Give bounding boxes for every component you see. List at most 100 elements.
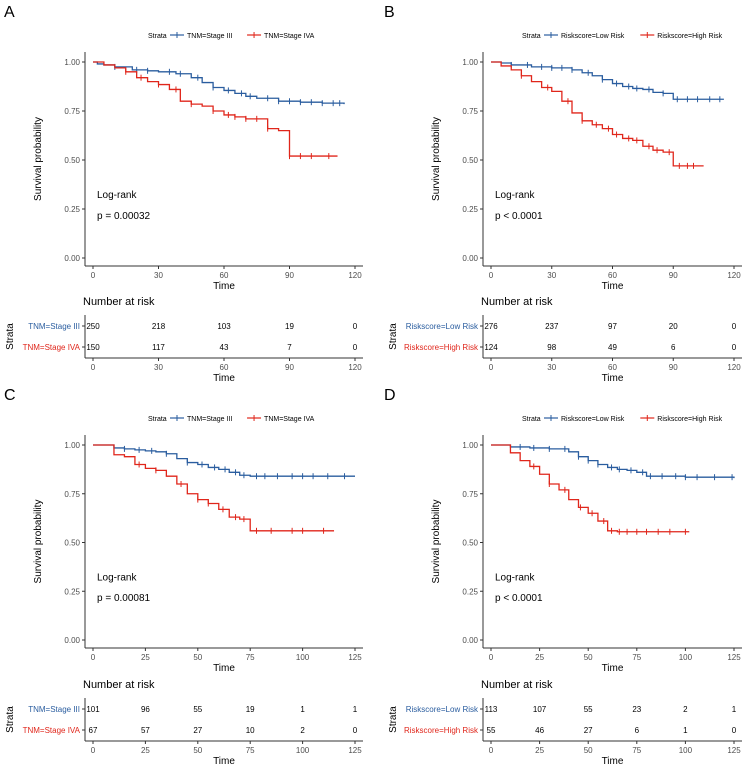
y-axis-title: Survival probability [431, 117, 442, 201]
legend: Strata Riskscore=Low Risk Riskscore=High R… [522, 415, 723, 423]
risk-x-tick-label: 0 [91, 746, 96, 755]
risk-x-tick-label: 60 [608, 363, 617, 372]
risk-count: 1 [353, 705, 358, 714]
x-tick-label: 30 [154, 271, 163, 280]
y-tick-label: 0.00 [462, 254, 478, 263]
x-tick-label: 125 [348, 653, 362, 662]
y-tick-label: 1.00 [462, 58, 478, 67]
risk-count: 1 [683, 726, 688, 735]
risk-table-title: Number at risk [83, 679, 155, 691]
risk-table-title: Number at risk [83, 296, 155, 308]
x-tick-label: 0 [91, 271, 96, 280]
risk-count: 6 [671, 343, 676, 352]
risk-count: 55 [487, 726, 496, 735]
risk-count: 27 [193, 726, 202, 735]
risk-count: 101 [86, 705, 100, 714]
risk-row-label: TNM=Stage IVA [23, 343, 81, 352]
x-tick-label: 75 [246, 653, 255, 662]
x-tick-label: 25 [141, 653, 150, 662]
x-tick-label: 90 [669, 271, 678, 280]
legend: Strata Riskscore=Low Risk Riskscore=High R… [522, 32, 723, 40]
risk-count: 0 [732, 726, 737, 735]
x-axis-title: Time [213, 281, 235, 292]
risk-count: 23 [632, 705, 641, 714]
x-tick-label: 0 [91, 653, 96, 662]
risk-table: Number at risk TNM=Stage III 250 218 103 19 0 T… [5, 296, 363, 384]
legend-title: Strata [522, 33, 541, 40]
risk-y-axis-title: Strata [5, 323, 16, 350]
risk-count: 20 [669, 322, 678, 331]
x-tick-label: 60 [608, 271, 617, 280]
panel-d: D Strata Riskscore=Low Risk Riskscore=High … [384, 387, 742, 767]
risk-x-tick-label: 0 [489, 363, 494, 372]
x-tick-label: 60 [220, 271, 229, 280]
legend-entry: TNM=Stage IVA [264, 33, 315, 40]
risk-x-tick-label: 25 [141, 746, 150, 755]
risk-count: 250 [86, 322, 100, 331]
x-tick-label: 100 [679, 653, 693, 662]
x-axis-title: Time [602, 281, 624, 292]
risk-count: 1 [732, 705, 737, 714]
y-tick-label: 1.00 [64, 441, 80, 450]
legend: Strata TNM=Stage III TNM=Stage IVA [148, 415, 315, 423]
panel-label: B [384, 4, 395, 21]
risk-x-tick-label: 100 [296, 746, 310, 755]
panel-a: A Strata TNM=Stage III TNM=Stage IVA 0.00 0.2… [4, 4, 363, 384]
y-tick-label: 1.00 [462, 441, 478, 450]
risk-count: 0 [732, 322, 737, 331]
legend-entry: TNM=Stage III [187, 33, 232, 40]
risk-count: 97 [608, 322, 617, 331]
risk-count: 0 [353, 726, 358, 735]
legend-entry: TNM=Stage IVA [264, 416, 315, 423]
risk-x-axis-title: Time [213, 756, 235, 767]
risk-count: 276 [484, 322, 498, 331]
risk-count: 98 [547, 343, 556, 352]
risk-count: 19 [285, 322, 294, 331]
risk-row-label: TNM=Stage III [28, 705, 80, 714]
risk-x-tick-label: 120 [727, 363, 741, 372]
x-tick-label: 90 [285, 271, 294, 280]
logrank-label: Log-rank [97, 190, 137, 201]
legend-title: Strata [148, 416, 167, 423]
risk-x-axis-title: Time [602, 756, 624, 767]
risk-count: 57 [141, 726, 150, 735]
panel-label: C [4, 387, 16, 404]
survival-curve-series-1 [93, 444, 355, 477]
risk-count: 10 [246, 726, 255, 735]
risk-table-title: Number at risk [481, 296, 553, 308]
y-tick-label: 0.75 [64, 107, 80, 116]
x-tick-label: 25 [535, 653, 544, 662]
y-tick-label: 0.50 [64, 539, 80, 548]
y-axis-title: Survival probability [33, 117, 44, 201]
y-tick-label: 0.75 [64, 490, 80, 499]
y-tick-label: 0.00 [462, 636, 478, 645]
x-tick-label: 125 [727, 653, 741, 662]
x-tick-label: 50 [584, 653, 593, 662]
risk-count: 2 [300, 726, 305, 735]
risk-x-axis-title: Time [213, 373, 235, 384]
p-value: p = 0.00081 [97, 593, 151, 604]
risk-count: 96 [141, 705, 150, 714]
risk-count: 107 [533, 705, 547, 714]
panel-b: B Strata Riskscore=Low Risk Riskscore=High … [384, 4, 742, 384]
y-tick-label: 0.25 [462, 587, 478, 596]
p-value: p = 0.00032 [97, 211, 151, 222]
risk-table: Number at risk Riskscore=Low Risk 276 237 97… [388, 296, 742, 384]
risk-row-label: Riskscore=Low Risk [406, 705, 479, 714]
y-axis-title: Survival probability [431, 500, 442, 584]
y-tick-label: 0.75 [462, 490, 478, 499]
y-tick-label: 0.50 [462, 156, 478, 165]
panel-c: C Strata TNM=Stage III TNM=Stage IVA 0.00 0.2… [4, 387, 363, 767]
panel-label: D [384, 387, 396, 404]
risk-x-tick-label: 120 [348, 363, 362, 372]
risk-x-tick-label: 60 [220, 363, 229, 372]
survival-curve-series-1 [491, 444, 735, 479]
risk-count: 67 [89, 726, 98, 735]
y-tick-label: 0.25 [64, 587, 80, 596]
risk-x-tick-label: 90 [285, 363, 294, 372]
legend-entry: Riskscore=High Risk [657, 33, 722, 40]
x-tick-label: 50 [193, 653, 202, 662]
survival-curve-series-2 [93, 444, 335, 532]
risk-count: 19 [246, 705, 255, 714]
risk-x-tick-label: 100 [679, 746, 693, 755]
